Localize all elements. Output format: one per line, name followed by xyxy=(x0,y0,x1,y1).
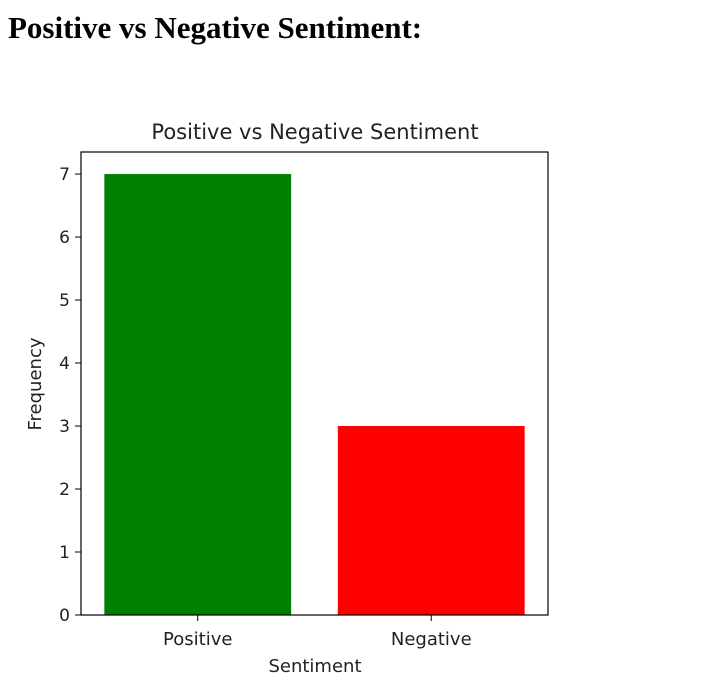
bar-chart: Positive vs Negative Sentiment 0 1 2 3 4 5 6 7 P… xyxy=(25,120,549,677)
y-tick-label: 2 xyxy=(59,480,70,500)
chart-container: Positive vs Negative Sentiment 0 1 2 3 4 5 6 7 P… xyxy=(0,100,600,691)
y-tick-label: 6 xyxy=(59,228,70,248)
page-heading: Positive vs Negative Sentiment: xyxy=(8,10,423,45)
y-tick-label: 3 xyxy=(59,417,70,437)
y-tick-label: 4 xyxy=(59,354,70,374)
bar-positive xyxy=(104,174,292,616)
x-tick-label: Positive xyxy=(163,629,232,650)
x-tick-label: Negative xyxy=(391,629,472,650)
chart-title: Positive vs Negative Sentiment xyxy=(151,120,478,144)
y-tick-label: 1 xyxy=(59,543,70,563)
y-axis-label: Frequency xyxy=(25,337,46,430)
plot-area: 0 1 2 3 4 5 6 7 Positive Negative xyxy=(59,165,525,650)
y-tick-label: 0 xyxy=(59,606,70,626)
y-tick-label: 5 xyxy=(59,291,70,311)
x-axis-label: Sentiment xyxy=(268,656,361,677)
y-tick-label: 7 xyxy=(59,165,70,185)
plot-frame xyxy=(80,151,549,616)
bar-negative xyxy=(337,426,525,615)
